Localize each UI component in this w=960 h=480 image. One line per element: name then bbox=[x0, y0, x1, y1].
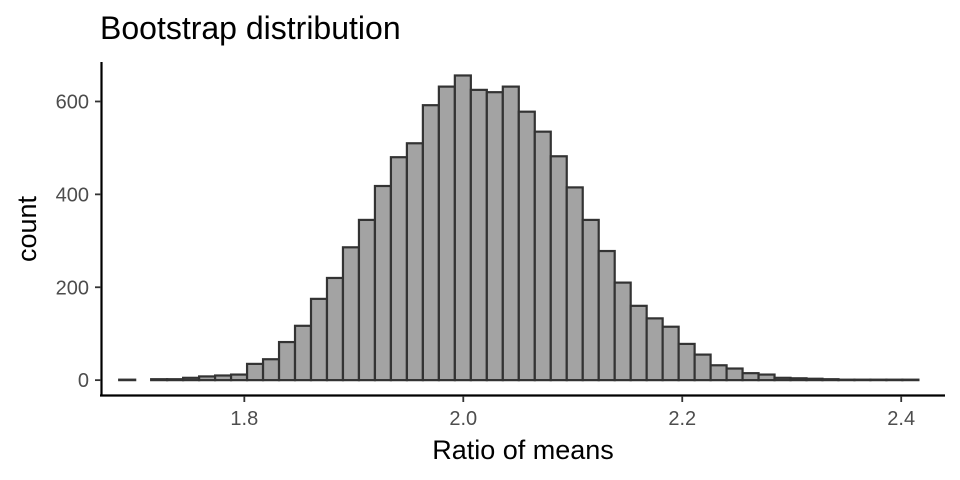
x-tick-label: 1.8 bbox=[230, 408, 258, 430]
histogram-bar bbox=[741, 372, 760, 382]
histogram-bar bbox=[198, 375, 217, 382]
histogram-bar bbox=[533, 130, 552, 382]
histogram-bar bbox=[421, 104, 440, 382]
histogram-bar bbox=[821, 378, 840, 382]
histogram-bar bbox=[693, 353, 712, 382]
x-tick-label: 2.2 bbox=[668, 408, 696, 430]
histogram-bar bbox=[341, 246, 361, 382]
chart-title: Bootstrap distribution bbox=[100, 10, 401, 46]
histogram-bar bbox=[229, 373, 249, 382]
histogram-bar bbox=[277, 340, 297, 382]
y-tick-label: 0 bbox=[78, 370, 89, 392]
histogram-bar bbox=[581, 218, 600, 382]
histogram-bar bbox=[405, 142, 424, 382]
histogram-bar bbox=[437, 85, 456, 382]
x-ticks-group: 1.8 2.0 2.2 2.4 bbox=[230, 396, 915, 430]
histogram-bar bbox=[261, 358, 281, 382]
histogram-bar bbox=[629, 304, 648, 382]
y-axis-title: count bbox=[12, 195, 42, 262]
histogram-bar bbox=[517, 110, 536, 382]
histogram-bar bbox=[613, 281, 632, 382]
histogram-bar bbox=[677, 342, 696, 382]
histogram-bar bbox=[709, 364, 728, 382]
y-tick-label: 400 bbox=[56, 184, 89, 206]
histogram-bar bbox=[166, 378, 185, 382]
histogram-bar bbox=[597, 249, 616, 382]
histogram-bar bbox=[661, 325, 680, 382]
histogram-bar bbox=[245, 362, 265, 382]
histogram-bar bbox=[565, 186, 584, 382]
histogram-bar bbox=[357, 218, 377, 382]
histogram-bar bbox=[150, 378, 169, 382]
histogram-bar bbox=[469, 88, 488, 382]
histogram-bar bbox=[182, 376, 201, 382]
histogram-bar bbox=[485, 91, 504, 382]
histogram-bar bbox=[389, 156, 409, 382]
histogram-bar bbox=[453, 74, 472, 382]
bars-group bbox=[118, 74, 920, 382]
histogram-bar bbox=[645, 317, 664, 382]
x-axis-title: Ratio of means bbox=[432, 435, 614, 465]
y-tick-label: 600 bbox=[56, 91, 89, 113]
histogram-bar bbox=[213, 374, 233, 382]
x-tick-label: 2.0 bbox=[449, 408, 477, 430]
histogram-bar bbox=[325, 276, 345, 382]
histogram-bar bbox=[805, 377, 824, 382]
histogram-bar bbox=[501, 85, 520, 382]
histogram-bar bbox=[293, 324, 313, 382]
histogram-bar bbox=[549, 155, 568, 382]
histogram-bar bbox=[373, 184, 393, 382]
histogram-bar bbox=[789, 377, 808, 382]
x-tick-label: 2.4 bbox=[887, 408, 915, 430]
histogram-bar bbox=[773, 376, 792, 382]
histogram-bar bbox=[757, 373, 776, 382]
y-ticks-group: 0 200 400 600 bbox=[56, 91, 101, 392]
histogram-bar bbox=[309, 297, 329, 382]
y-tick-label: 200 bbox=[56, 277, 89, 299]
histogram-bar bbox=[725, 367, 744, 382]
